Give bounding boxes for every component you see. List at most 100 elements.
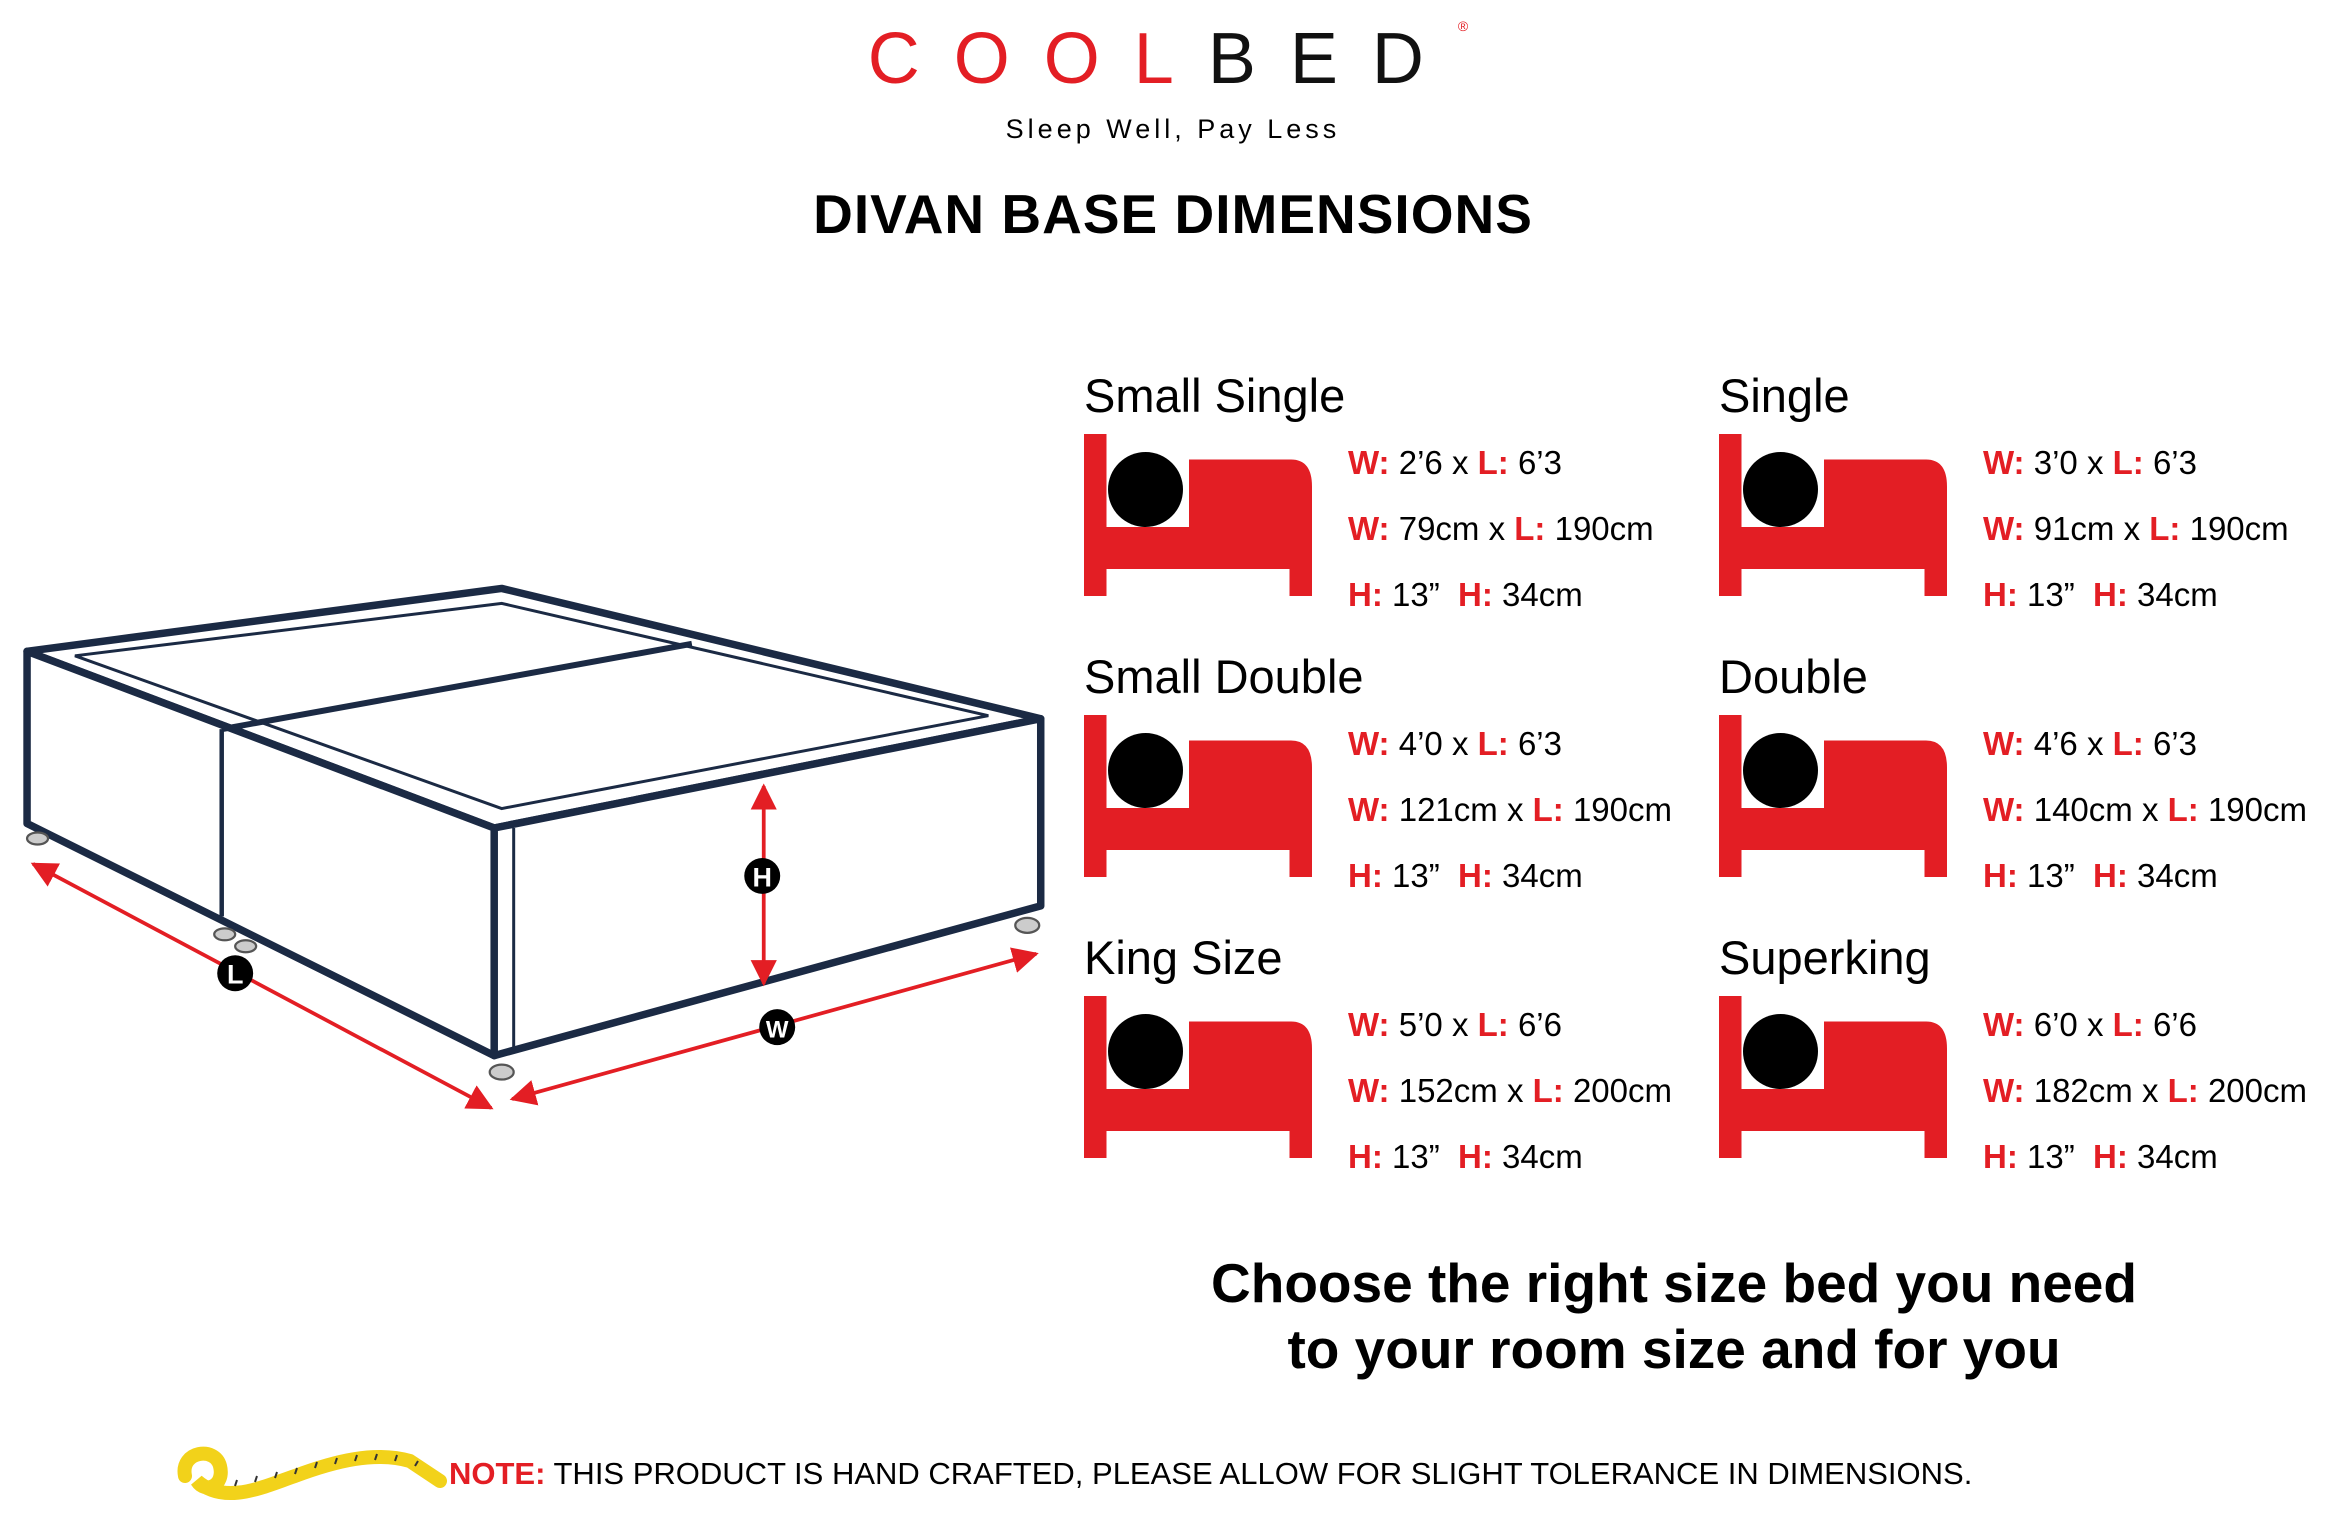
bed-icon	[1084, 996, 1312, 1158]
size-name: Small Single	[1084, 369, 1346, 422]
size-block-small-double: Small Double W: 4’0 x L: 6’3 W: 121cm x …	[1084, 649, 1672, 894]
dimension-label: W:	[1348, 1006, 1390, 1043]
dimension-value: x	[1506, 1072, 1524, 1109]
dimension-value: 6’0	[2033, 1006, 2078, 1043]
dimension-label: H:	[2093, 857, 2128, 894]
imperial-dimensions: W: 4’0 x L: 6’3	[1348, 725, 1562, 763]
height-dimensions: H: 13” H: 34cm	[1348, 1138, 1583, 1176]
dimension-label: L:	[1532, 791, 1564, 828]
size-name: Superking	[1719, 931, 1931, 984]
imperial-dimensions: W: 2’6 x L: 6’3	[1348, 444, 1562, 482]
dimension-label: W:	[1983, 1072, 2025, 1109]
dimension-label: L:	[1532, 1072, 1564, 1109]
height-dimensions: H: 13” H: 34cm	[1983, 576, 2218, 614]
dimension-value: x	[2086, 725, 2104, 762]
length-arrow	[30, 862, 494, 1110]
dimension-value: 200cm	[2207, 1072, 2308, 1109]
divan-frame	[23, 584, 1045, 1060]
metric-dimensions: W: 140cm x L: 190cm	[1983, 791, 2307, 829]
dimension-value: x	[1488, 510, 1506, 547]
dimension-value: x	[1451, 444, 1469, 481]
dimension-value: 6’6	[2152, 1006, 2197, 1043]
dimension-value: 13”	[2027, 1138, 2075, 1175]
dimension-value: 182cm	[2033, 1072, 2133, 1109]
dimension-label: L:	[2112, 444, 2144, 481]
inner-top-border	[74, 601, 989, 811]
size-block-single: Single W: 3’0 x L: 6’3 W: 91cm x L: 190c…	[1719, 368, 2289, 613]
dimension-value: 6’3	[1517, 725, 1562, 762]
dimension-value: 6’3	[2152, 444, 2197, 481]
dimension-value: 190cm	[1554, 510, 1654, 547]
size-block-double: Double W: 4’6 x L: 6’3 W: 140cm x L: 190…	[1719, 649, 2307, 894]
dimension-label: W:	[1348, 725, 1390, 762]
dimension-value: 152cm	[1398, 1072, 1498, 1109]
dimension-label: W:	[1983, 791, 2025, 828]
dimension-value: 79cm	[1398, 510, 1480, 547]
choose-size-message: Choose the right size bed you need to yo…	[1174, 1250, 2174, 1382]
page-title: DIVAN BASE DIMENSIONS	[813, 183, 1533, 245]
dimension-value: 34cm	[2137, 1138, 2218, 1175]
dimension-label: W:	[1348, 444, 1390, 481]
imperial-dimensions: W: 4’6 x L: 6’3	[1983, 725, 2197, 763]
dimension-label: L:	[2167, 791, 2199, 828]
dimension-value: x	[2086, 1006, 2104, 1043]
dimension-label: H:	[1348, 857, 1383, 894]
dimension-label: L:	[1477, 1006, 1509, 1043]
dimension-value: 190cm	[2207, 791, 2308, 828]
dimension-value: x	[2141, 791, 2159, 828]
dimension-label: W:	[1348, 510, 1390, 547]
size-block-king-size: King Size W: 5’0 x L: 6’6 W: 152cm x L: …	[1084, 930, 1672, 1175]
dimension-value: 3’0	[2033, 444, 2078, 481]
dimension-value: 34cm	[1502, 1138, 1583, 1175]
dimension-label: H:	[1983, 1138, 2018, 1175]
size-block-superking: Superking W: 6’0 x L: 6’6 W: 182cm x L: …	[1719, 930, 2307, 1175]
imperial-dimensions: W: 6’0 x L: 6’6	[1983, 1006, 2197, 1044]
tape-measure-icon	[177, 1446, 447, 1501]
dimension-label: L:	[2112, 725, 2144, 762]
tolerance-note: NOTE: THIS PRODUCT IS HAND CRAFTED, PLEA…	[449, 1456, 1972, 1492]
bed-icon	[1719, 996, 1947, 1158]
label-length: L	[217, 955, 254, 992]
dimension-label: W:	[1983, 1006, 2025, 1043]
bed-icon	[1719, 434, 1947, 596]
height-dimensions: H: 13” H: 34cm	[1348, 576, 1583, 614]
dimension-label: L:	[2167, 1072, 2199, 1109]
dimension-value: 6’3	[2152, 725, 2197, 762]
dimension-value: 13”	[1392, 576, 1440, 613]
svg-text:H: H	[752, 862, 771, 892]
dimension-label: L:	[2149, 510, 2181, 547]
height-dimensions: H: 13” H: 34cm	[1983, 857, 2218, 895]
dimension-label: H:	[1458, 1138, 1493, 1175]
dimension-value: x	[2123, 510, 2141, 547]
dimension-label: H:	[1983, 576, 2018, 613]
label-height: H	[744, 857, 781, 894]
dimension-value: x	[1506, 791, 1524, 828]
metric-dimensions: W: 79cm x L: 190cm	[1348, 510, 1654, 548]
dimension-value: 140cm	[2033, 791, 2133, 828]
svg-text:W: W	[766, 1017, 789, 1044]
dimension-value: 4’6	[2033, 725, 2078, 762]
dimension-value: 13”	[1392, 1138, 1440, 1175]
dimension-value: 34cm	[2137, 857, 2218, 894]
bed-icon	[1084, 434, 1312, 596]
metric-dimensions: W: 182cm x L: 200cm	[1983, 1072, 2307, 1110]
imperial-dimensions: W: 3’0 x L: 6’3	[1983, 444, 2197, 482]
dimension-value: 6’6	[1517, 1006, 1562, 1043]
dimension-label: H:	[2093, 1138, 2128, 1175]
dimension-value: x	[1451, 725, 1469, 762]
metric-dimensions: W: 121cm x L: 190cm	[1348, 791, 1672, 829]
imperial-dimensions: W: 5’0 x L: 6’6	[1348, 1006, 1562, 1044]
note-text: THIS PRODUCT IS HAND CRAFTED, PLEASE ALL…	[553, 1456, 1973, 1491]
message-line-1: Choose the right size bed you need	[1211, 1252, 2137, 1314]
bed-icon	[1084, 715, 1312, 877]
dimension-label: H:	[1348, 576, 1383, 613]
brand-tagline: Sleep Well, Pay Less	[1005, 114, 1341, 144]
label-width: W	[759, 1009, 796, 1046]
bed-icon	[1719, 715, 1947, 877]
dimension-label: L:	[1477, 725, 1509, 762]
dimension-value: 2’6	[1398, 444, 1443, 481]
size-name: Small Double	[1084, 650, 1364, 703]
metric-dimensions: W: 152cm x L: 200cm	[1348, 1072, 1672, 1110]
dimension-value: x	[2086, 444, 2104, 481]
